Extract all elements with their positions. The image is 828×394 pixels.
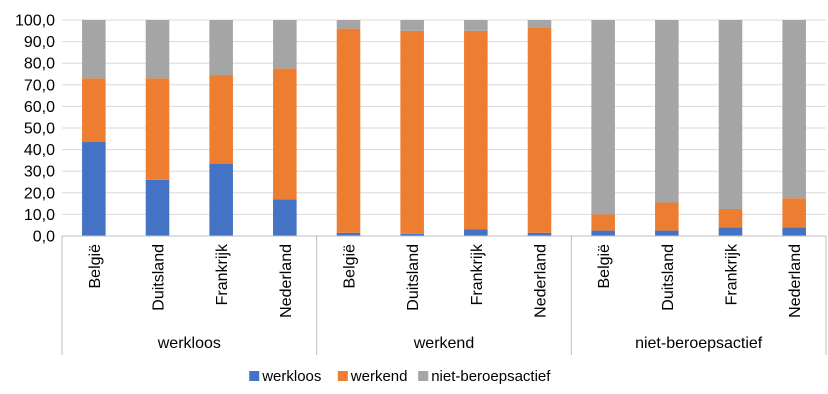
bar-segment-werkend [336, 28, 361, 233]
y-tick-label: 50,0 [24, 121, 55, 138]
bar-segment-werkloos [527, 232, 552, 236]
legend: werkloos werkend niet-beroepsactief [249, 368, 551, 385]
x-tick-label: België [87, 244, 104, 289]
bar-segment-werkend [718, 209, 743, 228]
axes: 0,0 10,0 20,0 30,0 40,0 50,0 60,0 70,0 80,0 90,0 1… [15, 13, 827, 355]
y-tick-label: 100,0 [15, 13, 55, 30]
x-tick-label: Duitsland [405, 244, 422, 311]
bar-segment-niet-beroepsactief [145, 20, 170, 79]
x-tick-label: België [342, 244, 359, 289]
bar-segment-werkend [782, 198, 806, 228]
y-tick-label: 90,0 [24, 34, 55, 51]
bar-segment-werkloos [145, 179, 170, 236]
bar-segment-niet-beroepsactief [82, 20, 106, 79]
x-tick-label: Frankrijk [724, 243, 741, 305]
bar-segment-niet-beroepsactief [464, 20, 488, 31]
y-tick-label: 30,0 [24, 164, 55, 181]
bar-segment-werkloos [591, 230, 615, 236]
bar-segment-werkend [400, 30, 424, 234]
bar-segment-niet-beroepsactief [273, 20, 297, 69]
y-tick-label: 80,0 [24, 56, 55, 73]
bar-segment-werkloos [209, 163, 233, 236]
bar-segment-werkloos [273, 199, 297, 236]
bar-segment-werkend [655, 202, 679, 231]
bar-segment-werkloos [782, 227, 806, 236]
bar-segment-werkloos [336, 232, 361, 236]
bar-segment-niet-beroepsactief [209, 20, 233, 76]
legend-label: werkloos [261, 368, 321, 385]
x-tick-label: België [596, 244, 613, 289]
bar-segment-werkend [527, 27, 552, 233]
y-tick-label: 60,0 [24, 99, 55, 116]
bar-segment-werkend [464, 30, 488, 230]
bar-segment-werkend [145, 78, 170, 180]
x-tick-label: Frankrijk [214, 243, 231, 305]
legend-label: niet-beroepsactief [431, 368, 551, 385]
bar-segment-werkend [82, 78, 106, 143]
group-label: werkend [413, 335, 474, 352]
y-tick-label: 10,0 [24, 207, 55, 224]
group-label: niet-beroepsactief [635, 335, 763, 352]
x-tick-label: Nederland [278, 244, 295, 318]
legend-swatch [249, 371, 260, 381]
bar-segment-niet-beroepsactief [591, 20, 615, 215]
group-label: werkloos [157, 335, 221, 352]
legend-swatch [418, 371, 429, 381]
bar-segment-niet-beroepsactief [400, 20, 424, 31]
bar-segment-werkend [209, 75, 233, 164]
legend-swatch [337, 371, 348, 381]
bar-segment-werkloos [464, 229, 488, 236]
x-tick-label: Nederland [533, 244, 550, 318]
bar-segment-werkloos [82, 142, 106, 236]
y-tick-label: 40,0 [24, 142, 55, 159]
bar-segment-niet-beroepsactief [718, 20, 743, 209]
x-tick-label: Duitsland [151, 244, 168, 311]
bar-segment-niet-beroepsactief [782, 20, 806, 199]
y-tick-label: 70,0 [24, 77, 55, 94]
y-tick-label: 20,0 [24, 185, 55, 202]
bar-segment-werkloos [655, 230, 679, 236]
y-tick-label: 0,0 [33, 229, 55, 246]
bars [82, 20, 806, 236]
x-tick-label: Frankrijk [469, 243, 486, 305]
bar-segment-werkloos [400, 233, 424, 236]
bar-segment-niet-beroepsactief [655, 20, 679, 203]
gridlines [62, 19, 826, 237]
bar-segment-werkend [273, 68, 297, 200]
bar-segment-werkend [591, 214, 615, 231]
bar-segment-niet-beroepsactief [336, 20, 361, 29]
bar-segment-niet-beroepsactief [527, 20, 552, 28]
bar-segment-werkloos [718, 227, 743, 236]
legend-label: werkend [350, 368, 408, 385]
x-tick-label: Nederland [787, 244, 804, 318]
x-tick-label: Duitsland [660, 244, 677, 311]
